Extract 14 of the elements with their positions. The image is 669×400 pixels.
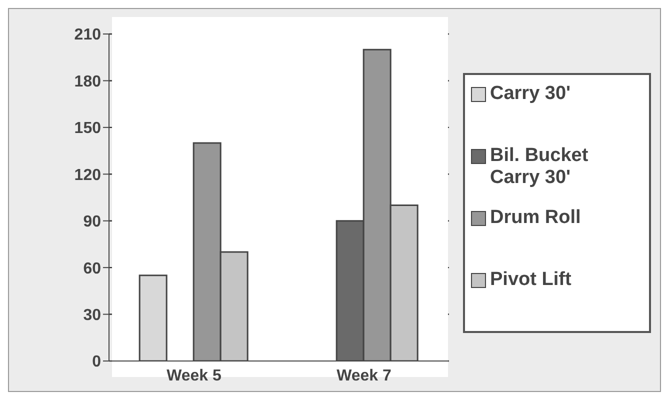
y-tick-label: 210 — [74, 26, 102, 44]
legend-label: Carry 30' — [490, 83, 571, 105]
legend-label: Bil. Bucket Carry 30' — [490, 145, 590, 189]
y-tick-label: 180 — [74, 73, 102, 90]
y-tick-label: 120 — [74, 166, 102, 184]
x-tick-label: Week 7 — [336, 367, 392, 384]
y-tick-label: 90 — [83, 214, 102, 231]
y-tick-label: 30 — [83, 306, 102, 324]
legend-label: Drum Roll — [490, 207, 581, 229]
x-tick-label: Week 5 — [166, 367, 222, 384]
y-tick-label: 150 — [74, 120, 102, 138]
y-tick-label: 60 — [83, 260, 102, 278]
legend-label: Pivot Lift — [490, 269, 572, 291]
y-tick-label: 0 — [92, 354, 102, 371]
